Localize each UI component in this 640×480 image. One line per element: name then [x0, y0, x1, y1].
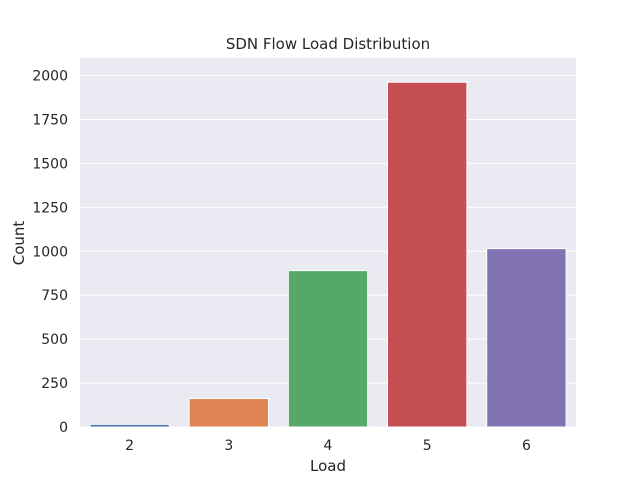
x-tick-label: 3	[224, 438, 233, 454]
x-tick-label: 5	[423, 438, 432, 454]
y-tick-label: 1750	[32, 113, 68, 129]
y-tick-label: 250	[41, 376, 68, 392]
y-tick-label: 750	[41, 288, 68, 304]
x-axis-label: Load	[310, 457, 346, 475]
x-tick-label: 2	[125, 438, 134, 454]
y-tick-label: 1500	[32, 156, 68, 172]
bars	[89, 81, 567, 428]
y-tick-label: 500	[41, 332, 68, 348]
y-tick-labels: 0 250 500 750 1000 1250 1500 1750 2000	[32, 69, 68, 436]
chart-title: SDN Flow Load Distribution	[226, 35, 430, 53]
y-tick-label: 1250	[32, 200, 68, 216]
x-tick-label: 4	[324, 438, 333, 454]
x-tick-label: 6	[522, 438, 531, 454]
bar-3	[188, 398, 269, 428]
bar-2	[89, 423, 170, 428]
bar-5	[387, 81, 468, 428]
y-axis-label: Count	[10, 221, 28, 266]
bar-6	[486, 248, 567, 428]
y-tick-label: 0	[59, 420, 68, 436]
y-tick-label: 2000	[32, 69, 68, 85]
x-tick-labels: 2 3 4 5 6	[125, 438, 531, 454]
y-tick-label: 1000	[32, 244, 68, 260]
bar-4	[287, 270, 369, 428]
